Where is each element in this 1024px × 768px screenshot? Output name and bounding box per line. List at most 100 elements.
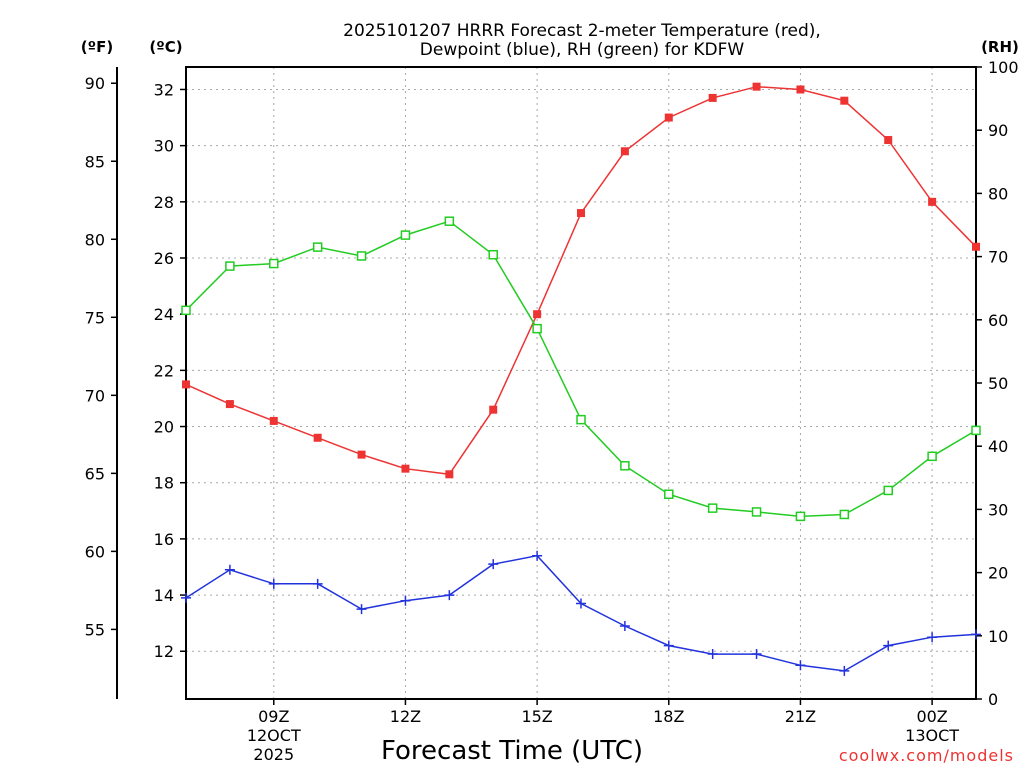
rh-point xyxy=(751,507,762,517)
rh-tick-label: 40 xyxy=(988,437,1008,456)
fahrenheit-tick-label: 85 xyxy=(85,152,105,171)
rh-point xyxy=(312,242,323,252)
temperature-point xyxy=(445,470,454,479)
rh-point xyxy=(795,511,806,522)
rh-point xyxy=(883,485,893,496)
rh-point xyxy=(181,305,191,316)
fahrenheit-unit-label: (ºF) xyxy=(81,38,113,56)
celsius-tick-label: 24 xyxy=(154,305,174,324)
dewpoint-point xyxy=(883,640,894,651)
dewpoint-point xyxy=(400,595,411,606)
x-tick-label: 00Z xyxy=(916,707,947,726)
temperature-point xyxy=(533,310,542,319)
x-tick-label: 13OCT xyxy=(905,726,959,745)
temperature-point xyxy=(182,380,190,389)
x-tick-label: 18Z xyxy=(653,707,684,726)
dewpoint-point xyxy=(444,590,455,601)
rh-tick-label: 100 xyxy=(988,58,1019,77)
dewpoint-point xyxy=(795,660,806,671)
temperature-point xyxy=(664,113,673,122)
celsius-tick-label: 30 xyxy=(154,137,174,156)
temperature-point xyxy=(884,136,893,145)
rh-point xyxy=(839,509,850,520)
celsius-tick-label: 20 xyxy=(154,418,174,437)
temperature-point xyxy=(401,464,410,473)
dewpoint-point xyxy=(312,578,323,589)
temperature-point xyxy=(313,433,322,442)
celsius-tick-label: 14 xyxy=(154,586,174,605)
x-tick-label: 12OCT xyxy=(247,726,301,745)
temperature-point xyxy=(972,242,980,251)
rh-point xyxy=(225,261,235,271)
rh-tick-label: 10 xyxy=(988,627,1008,646)
temperature-point xyxy=(620,147,629,156)
x-tick-label: 15Z xyxy=(521,707,552,726)
rh-point xyxy=(576,414,586,425)
x-axis-title: Forecast Time (UTC) xyxy=(381,736,643,766)
fahrenheit-tick-label: 75 xyxy=(85,308,105,327)
rh-point xyxy=(927,451,937,462)
temperature-point xyxy=(577,209,585,218)
dewpoint-point xyxy=(663,640,674,651)
rh-point xyxy=(488,249,498,260)
dewpoint-point xyxy=(971,629,981,640)
celsius-tick-label: 32 xyxy=(154,80,174,99)
celsius-tick-label: 12 xyxy=(154,642,174,661)
chart-title-line-1: 2025101207 HRRR Forecast 2-meter Tempera… xyxy=(343,21,821,41)
x-tick-label: 2025 xyxy=(253,745,294,764)
rh-tick-label: 50 xyxy=(988,374,1008,393)
temperature-point xyxy=(225,400,234,409)
celsius-unit-label: (ºC) xyxy=(149,38,182,56)
rh-tick-label: 0 xyxy=(988,690,998,709)
temperature-point xyxy=(269,416,278,425)
chart-title-line-2: Dewpoint (blue), RH (green) for KDFW xyxy=(420,40,745,60)
rh-tick-label: 70 xyxy=(988,248,1008,267)
dewpoint-point xyxy=(532,550,543,561)
dewpoint-point xyxy=(224,564,235,575)
source-credit: coolwx.com/models xyxy=(839,746,1014,765)
dewpoint-point xyxy=(181,592,191,603)
rh-tick-label: 60 xyxy=(988,311,1008,330)
rh-tick-label: 30 xyxy=(988,500,1008,519)
temperature-point xyxy=(752,82,761,91)
temperature-point xyxy=(708,93,717,102)
rh-point xyxy=(400,230,411,240)
rh-tick-label: 90 xyxy=(988,121,1008,140)
fahrenheit-tick-label: 80 xyxy=(85,230,105,249)
rh-unit-label: (RH) xyxy=(981,38,1019,56)
fahrenheit-tick-label: 90 xyxy=(85,74,105,93)
temperature-point xyxy=(489,405,498,414)
dewpoint-point xyxy=(927,632,938,643)
dewpoint-point xyxy=(839,665,850,676)
rh-point xyxy=(707,503,718,513)
celsius-tick-label: 22 xyxy=(154,361,174,380)
dewpoint-point xyxy=(488,559,499,570)
rh-point xyxy=(444,216,455,226)
fahrenheit-tick-label: 55 xyxy=(85,620,105,639)
celsius-tick-label: 18 xyxy=(154,474,174,493)
data-series xyxy=(181,82,981,676)
dewpoint-point xyxy=(268,578,279,589)
celsius-tick-label: 16 xyxy=(154,530,174,549)
x-tick-label: 09Z xyxy=(258,707,289,726)
fahrenheit-tick-label: 70 xyxy=(85,386,105,405)
dewpoint-point xyxy=(576,598,586,609)
x-tick-label: 21Z xyxy=(785,707,816,726)
rh-point xyxy=(664,489,674,499)
dewpoint-point xyxy=(356,604,367,615)
rh-point xyxy=(532,323,542,334)
rh-point xyxy=(971,425,981,436)
dewpoint-point xyxy=(707,649,718,660)
rh-tick-label: 80 xyxy=(988,184,1008,203)
x-tick-label: 12Z xyxy=(390,707,421,726)
dewpoint-series-line xyxy=(185,554,977,672)
temperature-point xyxy=(840,96,849,105)
dewpoint-point xyxy=(619,620,630,631)
fahrenheit-tick-label: 65 xyxy=(85,464,105,483)
rh-series-line xyxy=(185,220,977,518)
rh-tick-label: 20 xyxy=(988,564,1008,583)
fahrenheit-tick-label: 60 xyxy=(85,542,105,561)
rh-point xyxy=(620,461,630,471)
temperature-point xyxy=(357,450,366,459)
